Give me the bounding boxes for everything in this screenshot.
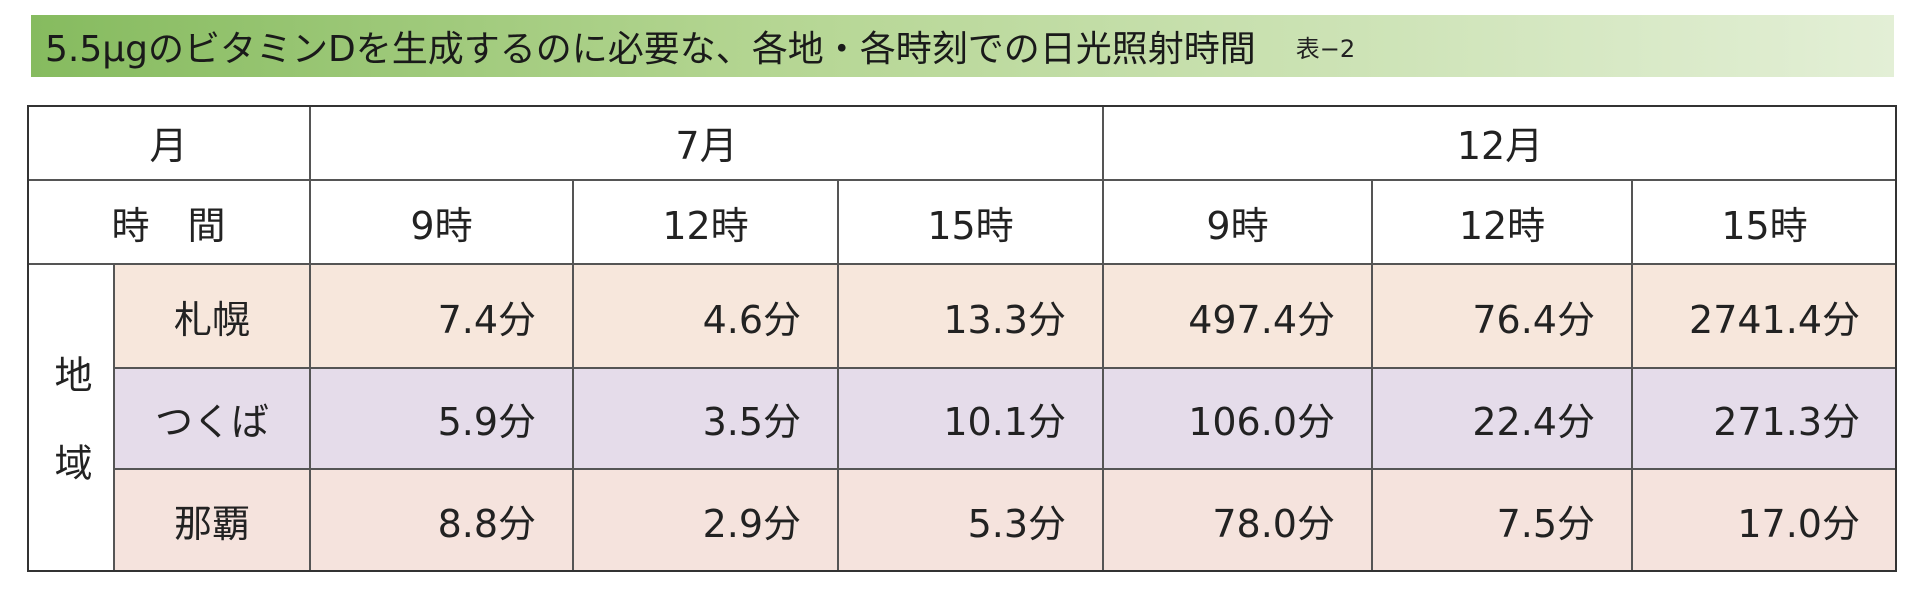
time: 15時 <box>838 180 1103 264</box>
month: 12月 <box>1103 105 1897 180</box>
time: 9時 <box>310 180 573 264</box>
value: 271.3分 <box>1632 368 1897 469</box>
value: 17.0分 <box>1632 469 1897 572</box>
time-header: 時 間 <box>27 180 310 264</box>
table-label: 表−2 <box>1295 34 1356 63</box>
region: 札幌 <box>114 264 310 368</box>
time: 12時 <box>573 180 838 264</box>
month-header: 月 <box>27 105 310 180</box>
value: 78.0分 <box>1103 469 1372 572</box>
value: 22.4分 <box>1372 368 1632 469</box>
value: 4.6分 <box>573 264 838 368</box>
value: 7.4分 <box>310 264 573 368</box>
value: 5.3分 <box>838 469 1103 572</box>
value: 3.5分 <box>573 368 838 469</box>
time: 15時 <box>1632 180 1897 264</box>
time: 12時 <box>1372 180 1632 264</box>
value: 10.1分 <box>838 368 1103 469</box>
value: 7.5分 <box>1372 469 1632 572</box>
value: 2.9分 <box>573 469 838 572</box>
title: 5.5μgのビタミンDを生成するのに必要な、各地・各時刻での日光照射時間 <box>45 29 1256 70</box>
time: 9時 <box>1103 180 1372 264</box>
value: 2741.4分 <box>1632 264 1897 368</box>
value: 8.8分 <box>310 469 573 572</box>
value: 106.0分 <box>1103 368 1372 469</box>
value: 497.4分 <box>1103 264 1372 368</box>
region: つくば <box>114 368 310 469</box>
region: 那覇 <box>114 469 310 572</box>
value: 76.4分 <box>1372 264 1632 368</box>
month: 7月 <box>310 105 1103 180</box>
region-header: 地域 <box>27 264 114 572</box>
title-bar: 5.5μgのビタミンDを生成するのに必要な、各地・各時刻での日光照射時間 表−2 <box>31 15 1894 77</box>
value: 5.9分 <box>310 368 573 469</box>
value: 13.3分 <box>838 264 1103 368</box>
